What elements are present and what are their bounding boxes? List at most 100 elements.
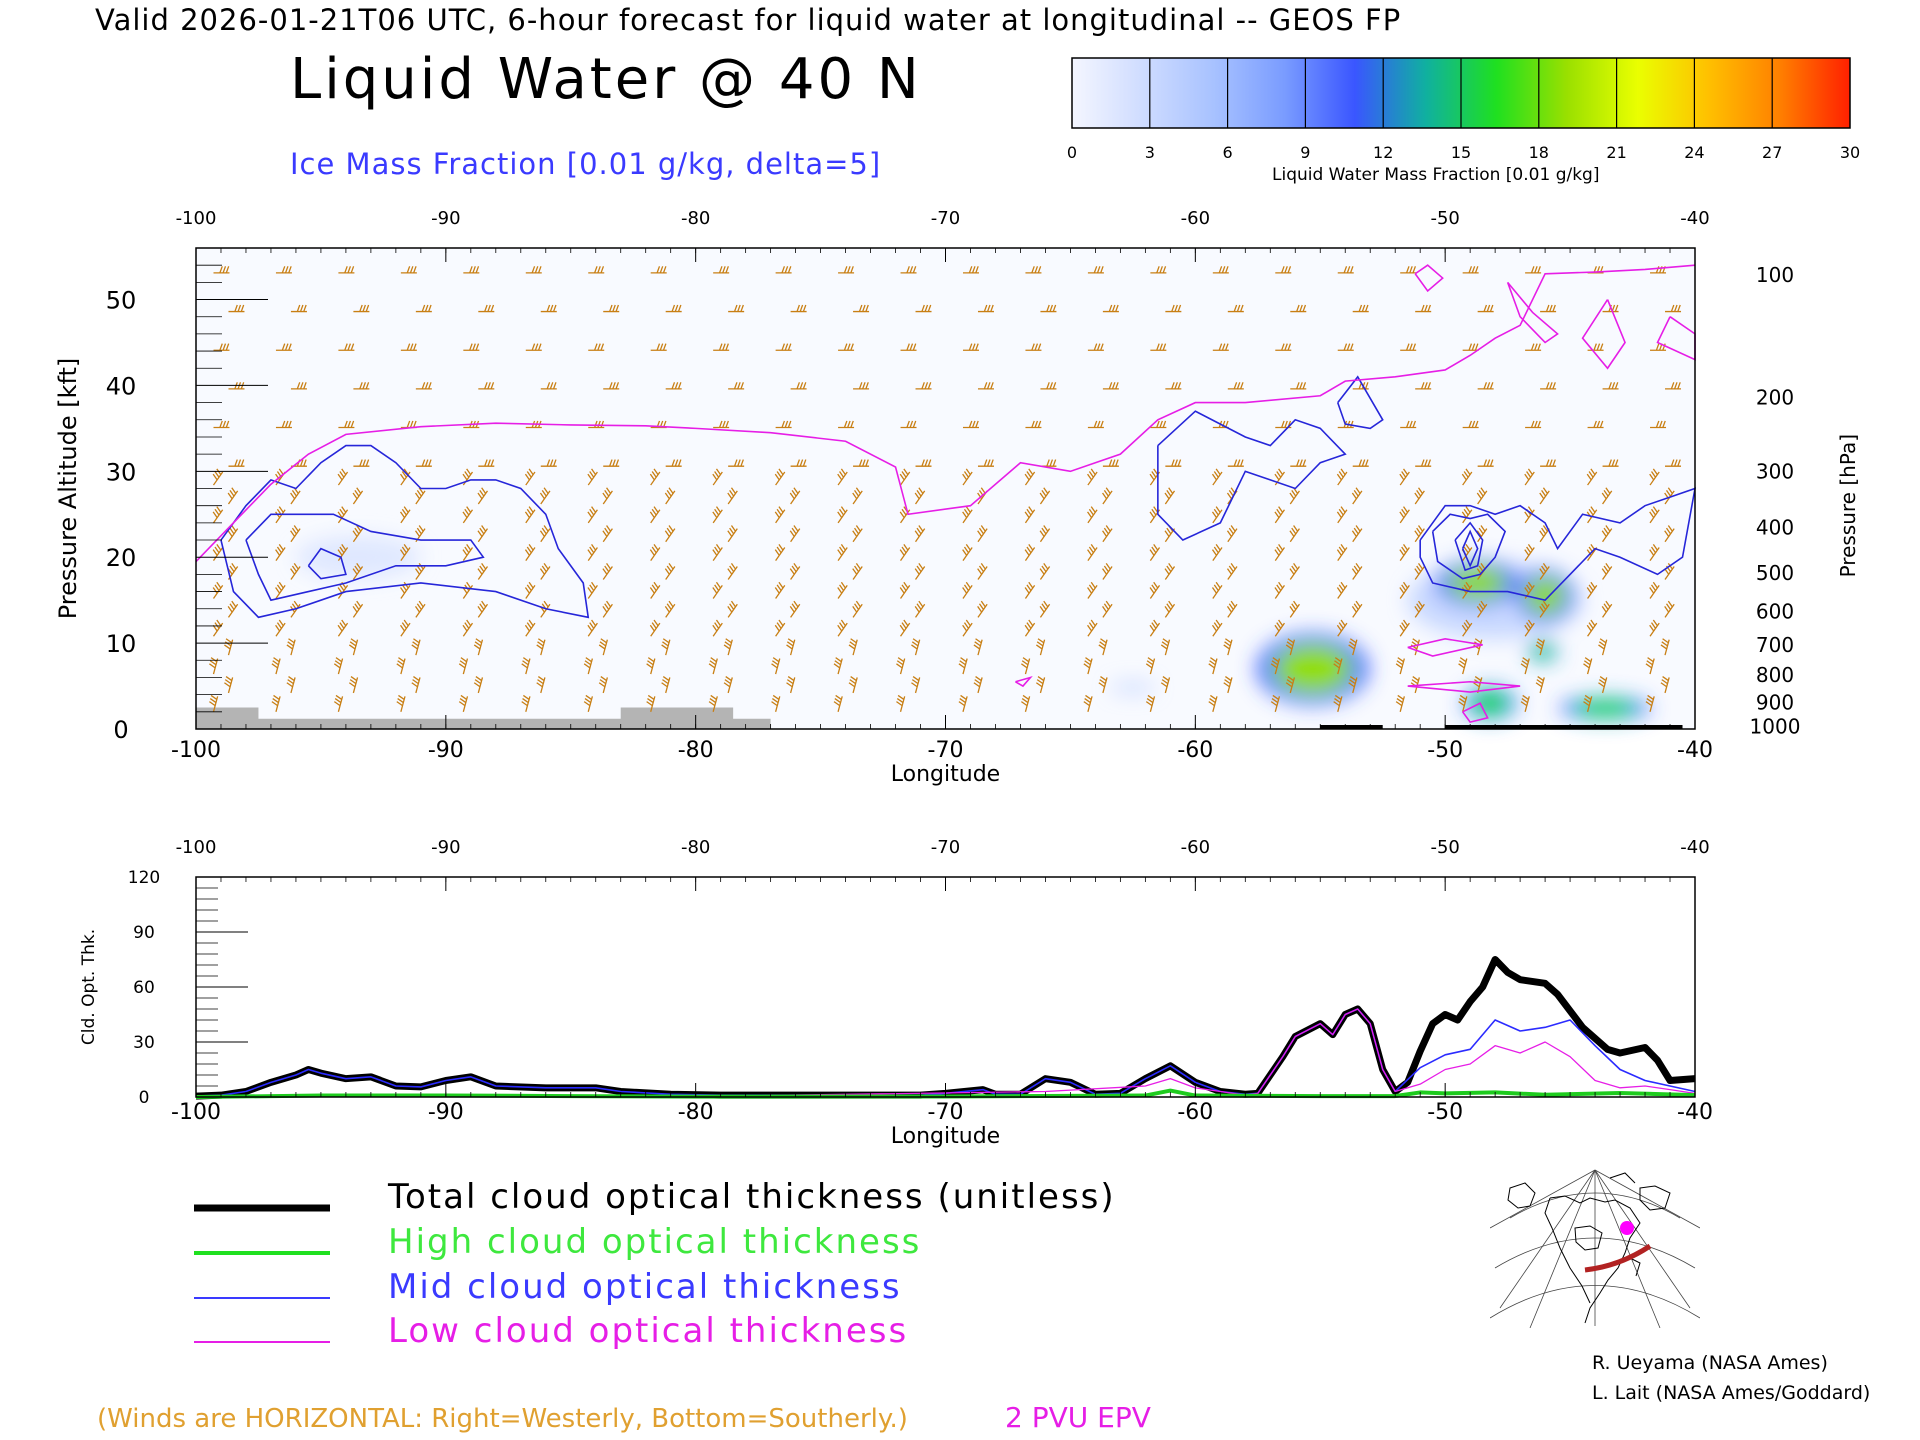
wind-barb xyxy=(477,562,489,580)
pressure-tick-label: 500 xyxy=(1756,561,1794,585)
wind-barb xyxy=(1525,343,1542,351)
wind-barb xyxy=(1211,619,1223,637)
wind-barb xyxy=(661,638,671,656)
wind-barb xyxy=(338,420,355,429)
wind-barb xyxy=(477,525,489,543)
wind-barb xyxy=(411,638,421,656)
ice-contour-15 xyxy=(307,547,347,580)
lower-x-tick-label: -70 xyxy=(928,1100,964,1125)
wind-barb xyxy=(337,544,349,562)
wind-barb xyxy=(338,266,355,274)
ice-contour-subtitle: Ice Mass Fraction [0.01 g/kg, delta=5] xyxy=(290,147,882,181)
wind-barb xyxy=(1649,544,1660,562)
wind-barb xyxy=(1645,694,1655,712)
wind-barb xyxy=(852,525,863,543)
wind-barb xyxy=(1458,657,1468,675)
wind-barb xyxy=(539,487,551,505)
wind-barb xyxy=(598,676,608,694)
wind-barb xyxy=(1587,343,1604,351)
wind-barb xyxy=(536,676,546,694)
wind-barb xyxy=(602,562,613,580)
wind-barb xyxy=(1462,266,1479,274)
wind-barb xyxy=(837,506,848,524)
wind-barb xyxy=(462,506,474,524)
wind-barb xyxy=(1351,562,1363,580)
wind-barb xyxy=(1586,581,1598,599)
wind-barb xyxy=(915,304,932,313)
wind-barb xyxy=(900,343,917,351)
wind-barb xyxy=(1476,487,1488,505)
wind-barb xyxy=(396,694,406,712)
wind-barb xyxy=(1211,544,1223,562)
wind-barb xyxy=(789,525,801,543)
x-top-tick-label: -40 xyxy=(1680,208,1709,229)
wind-barb xyxy=(837,619,848,637)
ice-contour-15 xyxy=(1454,521,1484,572)
wind-barb xyxy=(1602,459,1619,467)
colorbar-tick-label: 30 xyxy=(1840,143,1860,162)
lower-x-tick-label: -60 xyxy=(1177,1100,1213,1125)
wind-barb xyxy=(727,562,738,580)
wind-barb xyxy=(1227,304,1244,313)
wind-barb xyxy=(521,694,531,712)
wind-barb xyxy=(524,619,536,637)
wind-barb xyxy=(774,581,786,599)
wind-barb xyxy=(524,581,536,599)
liquid-water-blob xyxy=(1472,692,1508,715)
pressure-tick-label: 100 xyxy=(1756,263,1794,287)
wind-barb xyxy=(540,304,557,313)
wind-barb xyxy=(477,487,489,505)
credit-2: L. Lait (NASA Ames/Goddard) xyxy=(1592,1382,1871,1404)
x-tick-label: -70 xyxy=(928,738,964,763)
wind-barb xyxy=(962,420,979,429)
wind-barb xyxy=(1274,581,1285,599)
wind-barb xyxy=(348,676,359,694)
lower-y-tick-label: 0 xyxy=(139,1088,150,1108)
wind-barb xyxy=(1601,562,1613,580)
wind-barb xyxy=(1348,638,1358,656)
wind-barb xyxy=(852,562,863,580)
wind-barb xyxy=(1149,544,1161,562)
wind-barb xyxy=(414,525,426,543)
wind-barb xyxy=(286,638,296,656)
wind-barb xyxy=(588,343,605,351)
wind-barb xyxy=(1039,562,1051,580)
wind-barbs xyxy=(209,266,1682,712)
wind-barb xyxy=(1083,657,1093,675)
credit-1: R. Ueyama (NASA Ames) xyxy=(1592,1352,1828,1374)
wind-barb xyxy=(1477,459,1494,467)
wind-barb xyxy=(1462,343,1479,351)
wind-barb xyxy=(583,694,594,712)
ice-contour-20 xyxy=(1461,529,1479,568)
wind-barb xyxy=(587,468,598,486)
wind-barb xyxy=(789,600,801,618)
wind-barb xyxy=(1160,638,1171,656)
wind-barb xyxy=(352,487,364,505)
wind-barb xyxy=(853,304,870,313)
wind-barb xyxy=(1336,506,1348,524)
epv-loop xyxy=(1462,702,1489,724)
wind-barb xyxy=(1649,506,1660,524)
wind-barb xyxy=(962,544,973,562)
wind-barb xyxy=(833,694,843,712)
wind-barb xyxy=(588,266,605,274)
wind-barb xyxy=(478,382,495,390)
wind-barb xyxy=(1524,468,1535,486)
lower-y-tick-label: 60 xyxy=(133,978,155,998)
lower-y-tick-label: 120 xyxy=(128,868,160,888)
lower-x-top-tick-label: -50 xyxy=(1430,837,1459,858)
wind-barb xyxy=(1586,619,1598,637)
wind-barb xyxy=(1290,304,1307,313)
wind-barb xyxy=(1602,382,1619,390)
wind-barb xyxy=(774,544,786,562)
wind-barb xyxy=(275,420,292,429)
wind-barb xyxy=(1275,266,1292,274)
colorbar-tick-label: 24 xyxy=(1684,143,1704,162)
wind-barb xyxy=(664,600,676,618)
colorbar-tick-label: 27 xyxy=(1762,143,1782,162)
wind-barb xyxy=(728,304,745,313)
wind-barb xyxy=(1145,694,1156,712)
wind-barb xyxy=(1540,304,1557,313)
wind-barb xyxy=(1476,525,1488,543)
wind-barb xyxy=(1649,468,1660,486)
